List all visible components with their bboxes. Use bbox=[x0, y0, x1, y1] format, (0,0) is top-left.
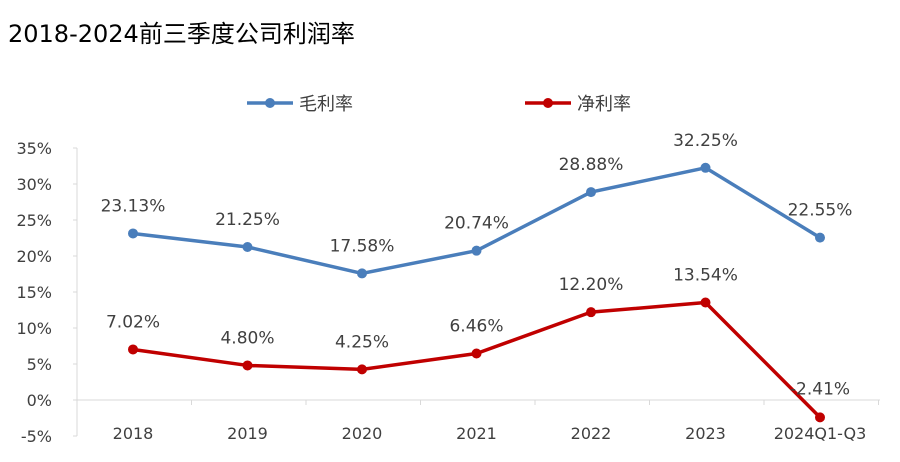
data-label: 32.25% bbox=[673, 131, 738, 151]
data-label: 13.54% bbox=[673, 266, 738, 286]
y-tick-label: 0% bbox=[27, 391, 52, 410]
y-tick-label: 25% bbox=[16, 211, 52, 230]
data-point bbox=[357, 364, 367, 375]
y-tick-label: 5% bbox=[27, 355, 52, 374]
data-label: 4.80% bbox=[220, 328, 274, 348]
data-label: 21.25% bbox=[215, 210, 280, 230]
data-label: 23.13% bbox=[101, 196, 166, 216]
data-label: 22.55% bbox=[788, 201, 853, 221]
data-label: 6.46% bbox=[449, 316, 503, 336]
data-point bbox=[357, 268, 367, 279]
data-point bbox=[815, 232, 825, 243]
y-tick-label: 15% bbox=[16, 283, 52, 302]
data-label: 20.74% bbox=[444, 214, 509, 234]
data-label: 12.20% bbox=[559, 275, 624, 295]
plot-area: 23.13% 21.25% 17.58% 20.74% 28.88% 32.25% 22.5… bbox=[101, 131, 853, 423]
data-point bbox=[128, 344, 138, 355]
data-label: 17.58% bbox=[330, 236, 395, 256]
chart-title: 2018-2024前三季度公司利润率 bbox=[8, 20, 355, 48]
data-point bbox=[815, 412, 825, 423]
x-tick-label: 2022 bbox=[571, 424, 612, 443]
data-point bbox=[242, 360, 253, 371]
y-tick-label: 35% bbox=[16, 139, 52, 158]
y-tick-label: -5% bbox=[21, 427, 52, 446]
data-label: 28.88% bbox=[559, 155, 624, 175]
x-axis: 2018 2019 2020 2021 2022 2023 2024Q1-Q3 bbox=[76, 399, 880, 443]
x-tick-label: 2023 bbox=[685, 424, 726, 443]
data-point bbox=[700, 162, 711, 173]
data-point bbox=[471, 245, 482, 256]
data-point bbox=[471, 348, 482, 359]
y-axis: 35% 30% 25% 20% 15% 10% 5% 0% -5% bbox=[16, 139, 78, 446]
data-point bbox=[700, 297, 711, 308]
x-tick-label: 2021 bbox=[456, 424, 497, 443]
legend: 毛利率 净利率 bbox=[247, 94, 631, 115]
legend-marker bbox=[265, 98, 275, 108]
x-tick-label: 2020 bbox=[342, 424, 383, 443]
x-tick-label: 2018 bbox=[113, 424, 154, 443]
data-point bbox=[586, 307, 596, 318]
data-label: 4.25% bbox=[335, 332, 389, 352]
y-tick-label: 30% bbox=[16, 175, 52, 194]
data-label: -2.41% bbox=[790, 379, 850, 399]
data-point bbox=[128, 228, 138, 239]
y-tick-label: 20% bbox=[16, 247, 52, 266]
legend-marker bbox=[543, 98, 553, 108]
legend-label: 净利率 bbox=[577, 94, 631, 115]
data-label: 7.02% bbox=[106, 312, 160, 332]
y-tick-label: 10% bbox=[16, 319, 52, 338]
data-point bbox=[242, 242, 253, 252]
data-point bbox=[586, 187, 596, 198]
x-tick-label: 2019 bbox=[227, 424, 268, 443]
legend-label: 毛利率 bbox=[299, 94, 353, 115]
x-tick-label: 2024Q1-Q3 bbox=[774, 424, 867, 443]
